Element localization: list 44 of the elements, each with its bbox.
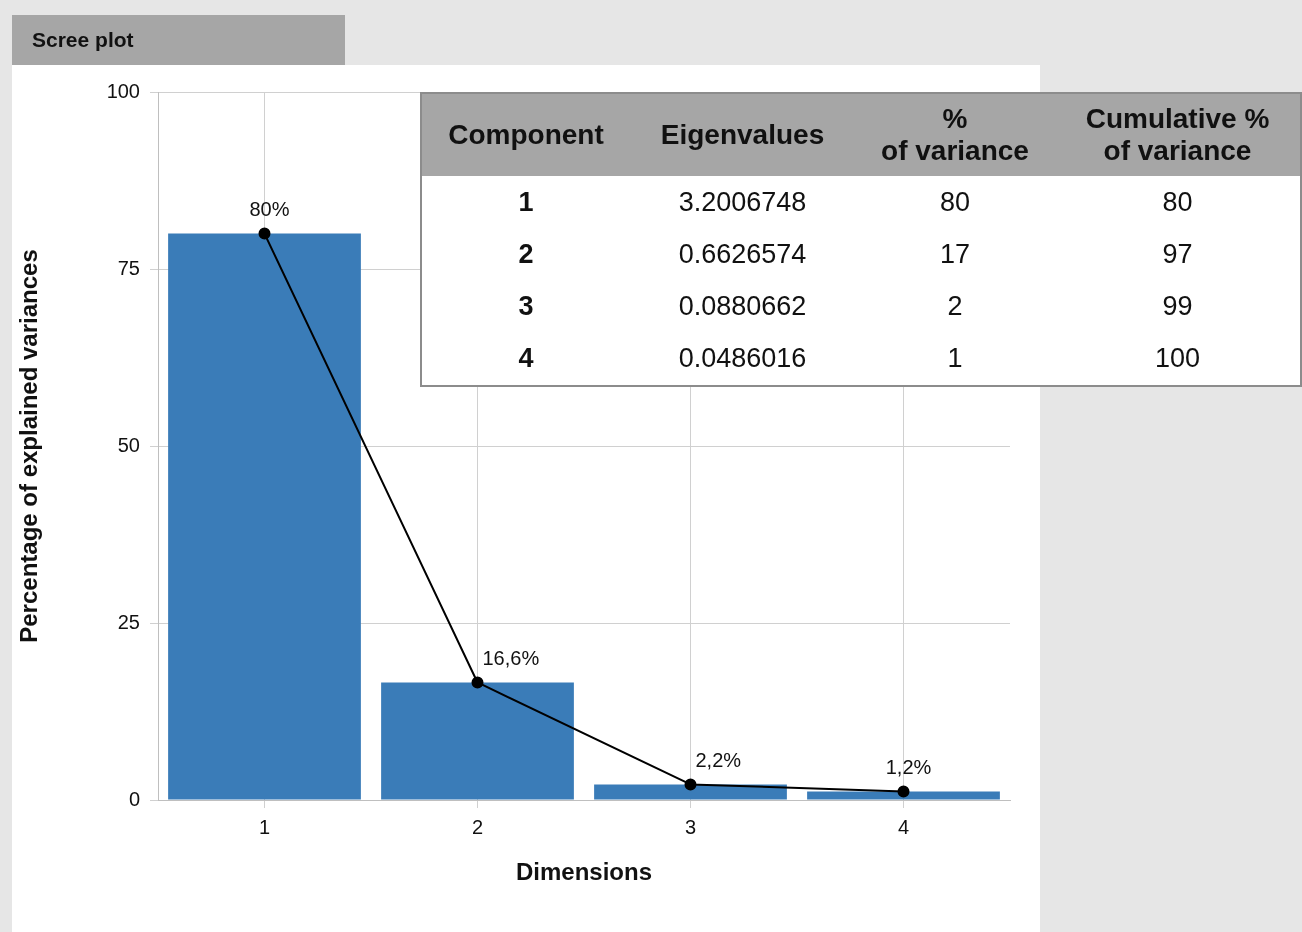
annotation: 2: [946, 290, 964, 324]
x-tick-label: 3: [684, 815, 697, 838]
annotation: Component: [422, 94, 630, 176]
y-axis-title: Percentage of explained variances: [15, 249, 43, 643]
point: [258, 227, 271, 240]
data-label: 1,2%: [885, 756, 932, 779]
annotation: 1: [946, 342, 964, 376]
text: Cumulative % of variance: [1055, 94, 1300, 176]
y-tick-label: 50: [117, 433, 140, 456]
text: 100: [1153, 342, 1202, 376]
text: 80: [1161, 185, 1194, 219]
text: 97: [1161, 237, 1194, 271]
bar: [807, 791, 1000, 800]
annotation: 0.6626574: [677, 237, 808, 271]
data-label: 2,2%: [695, 748, 742, 771]
x-tick-label: 4: [897, 815, 910, 838]
point: [897, 785, 910, 798]
y-tick-label: 25: [117, 610, 140, 633]
chart-title: Scree plot: [12, 15, 345, 65]
annotation: Eigenvalues: [630, 94, 855, 176]
annotation: 4: [517, 342, 535, 376]
annotation: 17: [938, 237, 971, 271]
y-tick-label: 75: [117, 256, 140, 279]
text: 99: [1161, 290, 1194, 324]
annotation: 3.2006748: [677, 185, 808, 219]
annotation: 80: [938, 185, 971, 219]
bar: [381, 682, 574, 800]
y-tick-label: 0: [128, 787, 140, 810]
data-label: 16,6%: [482, 646, 540, 669]
annotation: 2: [517, 237, 535, 271]
x-tick-label: 1: [258, 815, 271, 838]
y-tick-label: 100: [106, 79, 140, 102]
annotation: 1: [517, 185, 535, 219]
bar: [594, 784, 787, 800]
bar: [168, 233, 361, 800]
point: [471, 676, 484, 689]
annotation: 0.0880662: [677, 290, 808, 324]
annotation: % of variance: [855, 94, 1055, 176]
annotation: 3: [517, 290, 535, 324]
x-tick-label: 2: [471, 815, 484, 838]
x-axis-title: Dimensions: [515, 858, 653, 886]
data-label: 80%: [249, 198, 290, 221]
point: [684, 778, 697, 791]
annotation: 0.0486016: [677, 342, 808, 376]
